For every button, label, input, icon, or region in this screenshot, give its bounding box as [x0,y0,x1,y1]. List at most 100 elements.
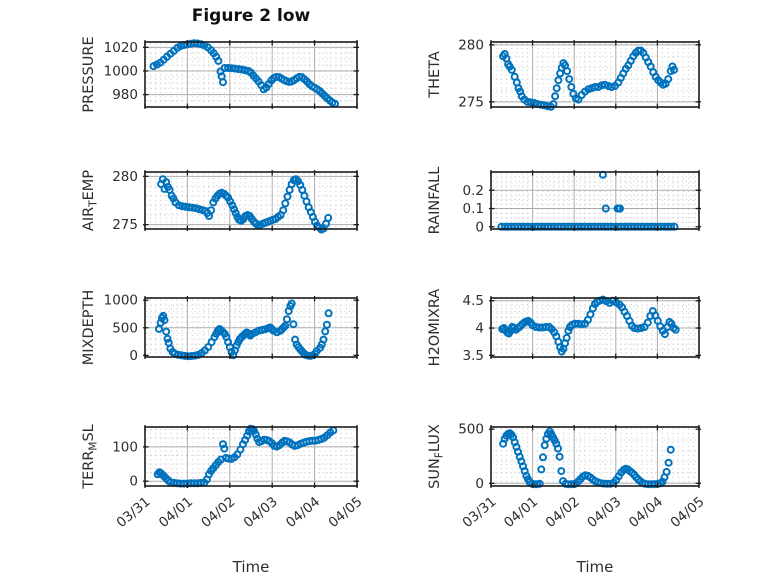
y-tick-label: 4 [475,321,484,337]
y-tick-label: 275 [112,217,138,233]
svg-text:03/31: 03/31 [459,494,499,531]
scatter-series [498,295,680,356]
data-point [322,320,331,329]
tick-marks [143,296,359,359]
svg-text:04/03: 04/03 [584,494,624,531]
x-tick-label: 04/04 [626,494,666,531]
svg-text:TERRMSL: TERRMSL [81,424,100,490]
y-tick-label: 100 [112,439,138,455]
data-point [557,467,566,476]
y-axis-label: MIXDEPTH [81,290,97,366]
x-tick-label: 03/31 [459,494,499,531]
plot-frame [144,171,358,230]
minor-grid [146,299,356,356]
subplot-pressure: 980 1000 1020 PRESSURE [81,36,359,113]
data-point [664,75,673,84]
x-tick-label: 04/03 [241,494,281,531]
y-tick-label: 1000 [104,63,138,79]
y-axis-label: H2OMIXRA [427,289,443,367]
data-point [193,39,202,48]
tick-marks [143,40,359,109]
y-axis-label: THETA [427,51,443,99]
plot-frame [490,426,700,487]
data-point [643,318,652,327]
data-point [554,76,563,85]
svg-text:04/03: 04/03 [241,494,281,531]
data-point [188,203,197,212]
svg-text:AIRTEMP: AIRTEMP [81,170,100,231]
subplot-theta: 275 280 THETA [427,37,701,111]
data-point [660,330,669,339]
major-grid [492,173,698,228]
y-tick-label: 3.5 [463,348,484,364]
figure-title: Figure 2 low [191,6,311,26]
data-point [228,201,237,210]
subplot-air-temp: 275 280 AIRTEMP [81,169,359,234]
svg-text:RAINFALL: RAINFALL [427,167,443,235]
scatter-series [157,175,333,234]
data-point [251,430,260,439]
scatter-series [149,39,339,108]
plot-frame [144,426,358,487]
data-point [287,299,296,308]
y-tick-label: 500 [458,422,484,438]
data-point [283,315,291,324]
data-point [670,65,678,74]
data-point [537,465,546,474]
x-tick-label: 04/03 [584,494,624,531]
x-tick-label: 04/04 [283,494,323,531]
svg-text:04/05: 04/05 [325,494,365,531]
data-point [279,206,288,215]
data-point [230,205,238,214]
y-tick-label: 275 [458,94,484,110]
tick-marks [489,40,701,109]
y-tick-label: 4.5 [463,293,484,309]
scatter-series [155,299,333,361]
tick-marks [143,425,359,488]
subplot-rainfall: 0 0.1 0.2 RAINFALL [427,167,701,235]
x-tick-label: 03/31 [113,494,153,531]
data-point [554,444,562,453]
y-axis-label: SUNFLUX [427,424,446,489]
y-tick-label: 500 [112,320,138,336]
subplot-sun-flux: 0 500 03/31 04/01 04/02 04/03 04/04 04/05 Time SU… [427,422,708,576]
y-axis-label: PRESSURE [81,36,97,112]
data-point [289,320,298,329]
data-point [591,83,599,91]
y-tick-label: 0.2 [463,183,484,199]
data-point [633,324,642,333]
svg-text:SUNFLUX: SUNFLUX [427,424,446,489]
subplot-mixdepth: 0 500 1000 MIXDEPTH [81,290,359,366]
svg-text:04/04: 04/04 [283,494,323,531]
data-point [555,452,564,461]
svg-text:THETA: THETA [427,51,443,99]
y-axis-label: AIRTEMP [81,170,100,231]
data-point [214,56,223,65]
minor-grid [146,173,356,228]
tick-marks [489,170,701,231]
x-tick-label: 04/05 [325,494,365,531]
data-point [219,440,227,449]
y-tick-label: 1020 [104,40,138,56]
x-tick-label: 04/01 [501,494,541,531]
svg-text:PRESSURE: PRESSURE [81,36,97,112]
y-tick-label: 0.1 [463,201,484,217]
tick-marks [489,296,701,359]
svg-text:04/04: 04/04 [626,494,666,531]
data-point [159,311,168,320]
data-point [163,334,172,343]
tick-marks [143,170,359,231]
y-tick-label: 0 [129,348,138,364]
data-point [220,444,229,453]
data-point [662,467,671,476]
svg-text:04/02: 04/02 [543,494,583,531]
data-point [564,326,573,335]
minor-grid [492,299,698,356]
data-point [562,333,571,342]
y-axis-label: TERRMSL [81,424,100,490]
scatter-series [497,170,679,231]
y-tick-label: 1000 [104,293,138,309]
svg-text:H2OMIXRA: H2OMIXRA [427,289,443,367]
data-point [162,327,171,336]
